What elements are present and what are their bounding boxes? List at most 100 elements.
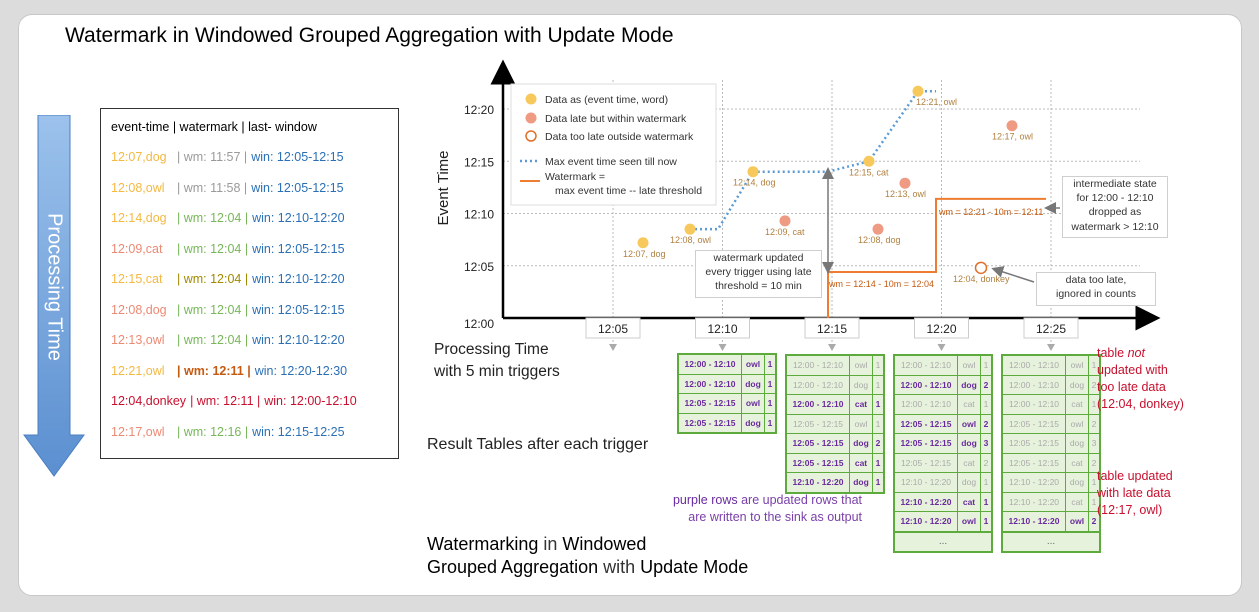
event-log-row: 12:14,dog | wm: 12:04 | win: 12:10-12:20 <box>111 211 345 225</box>
legend-watermark-2: max event time -- late threshold <box>555 185 702 197</box>
result-cell-count: 2 <box>983 418 989 429</box>
result-table-1230: 12:00 - 12:10 owl 1 12:00 - 12:10 dog 2 12:00 … <box>1001 354 1101 553</box>
result-cell-count: 1 <box>1091 496 1097 507</box>
callout-watermark-line-3: threshold = 10 min <box>715 280 802 293</box>
result-cell-key: cat <box>850 395 873 414</box>
note-not-updated-4: (12:04, donkey) <box>1097 396 1184 411</box>
result-cell-key: owl <box>1066 512 1089 531</box>
bottom-caption-d: Grouped Aggregation <box>427 557 599 578</box>
result-cell-win: 12:00 - 12:10 <box>1003 395 1066 414</box>
event-log-wm: | wm: 12:16 | <box>177 424 249 439</box>
result-cell-win: 12:00 - 12:10 <box>787 375 850 394</box>
bottom-caption-e: with <box>598 557 641 578</box>
result-cell-count: 1 <box>875 418 881 429</box>
event-log-wm: | wm: 11:57 | <box>177 150 248 164</box>
data-point-1207dog <box>637 237 649 249</box>
result-cell-key: cat <box>850 453 873 472</box>
event-log-win: win: 12:15-12:25 <box>252 424 345 439</box>
legend-late-marker <box>525 112 537 124</box>
legend-too-late-marker <box>525 130 537 142</box>
y-tick-label: 12:05 <box>464 260 494 274</box>
result-cell-key: cat <box>1066 492 1089 511</box>
y-tick-label: 12:00 <box>464 317 494 331</box>
data-point-1213owl <box>899 177 911 189</box>
result-cell-count: 1 <box>983 399 989 410</box>
data-point-label: 12:17, owl <box>992 132 1033 142</box>
event-log-event: 12:13,owl <box>111 333 165 347</box>
result-cell-win: 12:05 - 12:15 <box>787 414 850 433</box>
purple-note-rest1: are updated rows that <box>737 493 862 507</box>
x-axis-label-line1: Processing Time <box>434 341 549 358</box>
data-point-label: 12:13, owl <box>885 189 926 199</box>
result-cell-key: owl <box>958 414 981 433</box>
result-cell-win: 12:00 - 12:10 <box>1003 375 1066 394</box>
result-cell-win: 12:00 - 12:10 <box>895 375 958 394</box>
result-cell-win: 12:10 - 12:20 <box>1003 473 1066 492</box>
result-cell-count: 1 <box>875 360 881 371</box>
result-row: 12:00 - 12:10 owl 1 <box>1003 356 1099 376</box>
result-row: 12:00 - 12:10 owl 1 <box>787 356 883 376</box>
result-cell-count: 2 <box>1091 516 1097 527</box>
bottom-caption-c: Windowed <box>562 534 647 554</box>
event-log-wm: | wm: 12:04 | <box>177 272 249 286</box>
note-updated-1: table updated <box>1097 469 1173 483</box>
bottom-caption: Watermarking in Windowed Grouped Aggrega… <box>427 533 748 580</box>
data-point-1208owl <box>684 223 696 235</box>
x-tick-arrow <box>937 344 946 351</box>
x-tick-label: 12:05 <box>598 322 628 336</box>
result-cell-win: 12:05 - 12:15 <box>895 414 958 433</box>
event-log-event: 12:04,donkey <box>111 394 187 408</box>
x-tick-box <box>914 317 969 339</box>
data-point-label: 12:08, dog <box>858 235 901 245</box>
result-row: 12:00 - 12:10 cat 1 <box>895 395 991 415</box>
watermark-label-1: wm = 12:14 - 10m = 12:04 <box>828 279 934 289</box>
result-cell-count: 2 <box>1091 457 1097 468</box>
result-row: 12:05 - 12:15 dog 2 <box>787 434 883 454</box>
legend-late: Data late but within watermark <box>545 113 687 125</box>
result-cell-win: 12:05 - 12:15 <box>679 394 742 413</box>
result-table-1220: 12:00 - 12:10 owl 1 12:00 - 12:10 dog 1 12:00 … <box>785 354 885 494</box>
result-cell-win: 12:00 - 12:10 <box>679 374 742 393</box>
callout-watermark-line-1: watermark updated <box>713 252 804 264</box>
event-log-row: 12:07,dog | wm: 11:57 | win: 12:05-12:15 <box>111 150 344 164</box>
event-log-event: 12:07,dog <box>111 150 167 164</box>
result-row: 12:05 - 12:15 owl 1 <box>787 414 883 434</box>
result-cell-win: 12:05 - 12:15 <box>1003 414 1066 433</box>
result-row: 12:00 - 12:10 dog 2 <box>1003 375 1099 395</box>
event-log-win: win: 12:05-12:15 <box>252 241 345 256</box>
event-log-event: 12:09,cat <box>111 241 163 256</box>
result-cell-key: owl <box>850 414 873 433</box>
result-row: 12:05 - 12:15 dog 1 <box>679 413 775 432</box>
callout-intermediate-line-4: watermark > 12:10 <box>1071 220 1159 233</box>
event-log-wm: | wm: 11:58 | <box>177 180 248 195</box>
legend-on-time: Data as (event time, word) <box>545 94 668 106</box>
y-axis-label: Event Time <box>435 150 452 225</box>
result-cell-count: 1 <box>1091 477 1097 488</box>
result-row: 12:05 - 12:15 dog 3 <box>895 434 991 454</box>
event-log-wm: | wm: 12:04 | <box>177 302 249 317</box>
note-updated: table updated with late data (12:17, owl… <box>1097 468 1173 519</box>
event-log-win: win: 12:05-12:15 <box>251 180 344 195</box>
event-log-event: 12:17,owl <box>111 424 165 439</box>
result-cell-key: owl <box>742 394 765 413</box>
result-cell-count: 1 <box>983 360 989 371</box>
result-cell-win: 12:00 - 12:10 <box>895 395 958 414</box>
result-cell-key: owl <box>1066 414 1089 433</box>
bottom-caption-a: Watermarking <box>427 534 539 554</box>
result-cell-count: 3 <box>983 438 989 449</box>
event-log-row: 12:09,cat | wm: 12:04 | win: 12:05-12:15 <box>111 242 345 256</box>
result-row: 12:05 - 12:15 owl 2 <box>895 414 991 434</box>
result-table-1215: 12:00 - 12:10 owl 1 12:00 - 12:10 dog 1 12:05 … <box>677 353 777 434</box>
max-event-time-line <box>690 89 936 231</box>
result-cell-key: dog <box>1066 473 1089 492</box>
result-cell-win: 12:10 - 12:20 <box>1003 512 1066 531</box>
result-tables-label: Result Tables after each trigger <box>427 436 649 453</box>
data-point-1208dog <box>872 223 884 235</box>
result-cell-key: cat <box>958 395 981 414</box>
data-point-1215cat <box>863 155 875 167</box>
callout-watermark-line-2: every trigger using late <box>705 266 812 279</box>
callout-arrow-toolate <box>991 266 1035 283</box>
result-cell-count: 1 <box>983 516 989 527</box>
result-cell-key: dog <box>742 374 765 393</box>
